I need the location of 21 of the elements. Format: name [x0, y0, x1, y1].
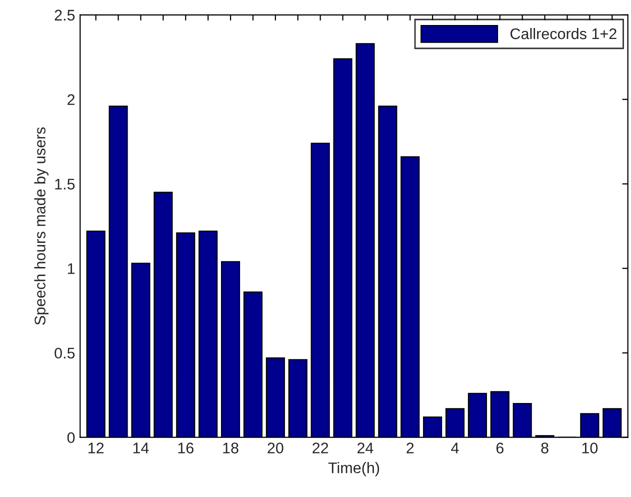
- y-tick-label: 0: [67, 432, 75, 444]
- x-tick-label: 24: [357, 442, 374, 454]
- x-tick-label: 4: [451, 442, 459, 454]
- y-tick-label: 0.5: [54, 348, 75, 359]
- x-tick-label: 2: [406, 442, 414, 454]
- y-tick-label: 2.5: [54, 10, 75, 21]
- x-tick-label: 20: [268, 442, 284, 454]
- x-tick-label: 12: [88, 442, 104, 454]
- x-tick-label: 14: [133, 442, 149, 454]
- y-tick-label: 1.5: [55, 178, 75, 190]
- x-tick-label: 22: [312, 442, 328, 454]
- y-tick-label: 2: [68, 94, 75, 105]
- x-axis-title: Time(h): [328, 462, 380, 476]
- x-tick-label: 10: [582, 442, 598, 454]
- x-tick-label: 18: [223, 442, 238, 454]
- legend-label: Callrecords 1+2: [510, 28, 616, 40]
- x-tick-label: 8: [541, 442, 548, 454]
- y-tick-label: 1: [68, 263, 75, 274]
- x-tick-label: 16: [178, 442, 194, 454]
- y-axis-title: Speech hours made by users: [34, 127, 48, 325]
- x-tick-label: 6: [496, 442, 504, 454]
